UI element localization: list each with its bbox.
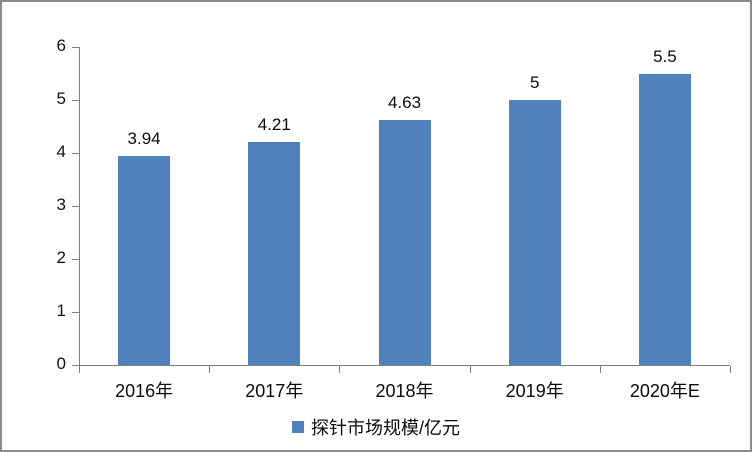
y-axis-tick (72, 259, 79, 260)
x-axis-label: 2018年 (375, 381, 434, 401)
y-axis-tick (72, 206, 79, 207)
bar-value-label: 5.5 (653, 46, 677, 66)
x-axis-label: 2016年 (115, 381, 174, 401)
legend-marker-icon (291, 421, 304, 433)
y-axis-tick-label: 6 (56, 36, 66, 56)
y-axis-tick (72, 365, 79, 366)
y-axis-tick-label: 5 (56, 89, 66, 109)
bar-value-label: 4.21 (257, 114, 291, 134)
x-axis-label: 2019年 (505, 381, 564, 401)
bar-value-label: 3.94 (127, 129, 161, 149)
y-axis-tick (72, 47, 79, 48)
y-axis-tick (72, 153, 79, 154)
x-axis-label: 2017年 (245, 381, 304, 401)
y-axis-line (79, 47, 80, 372)
y-axis-tick-label: 1 (56, 301, 66, 321)
x-axis-tick (469, 366, 471, 373)
bar (508, 100, 561, 365)
plot-area: 0 1 2 3 4 5 6 3.94 2016年 4.21 2017年 4.63 2018年 5 2019年… (57, 36, 731, 401)
y-axis-tick-label: 0 (56, 354, 66, 374)
y-axis-tick (72, 312, 79, 313)
bar (118, 156, 171, 365)
legend: 探针市场规模/亿元 (2, 414, 750, 440)
bar (638, 73, 691, 365)
x-axis-tick (730, 366, 731, 373)
y-axis-tick (72, 100, 79, 101)
x-axis-tick (79, 366, 80, 373)
legend-label: 探针市场规模/亿元 (310, 418, 460, 438)
y-axis-tick-label: 3 (56, 195, 66, 215)
y-axis-tick-label: 4 (56, 142, 66, 162)
x-axis-tick (339, 366, 341, 373)
bar-value-label: 4.63 (387, 92, 422, 112)
y-axis-tick-label: 2 (56, 248, 66, 268)
bar-value-label: 5 (529, 73, 540, 92)
x-axis-label: 2020年E (629, 381, 700, 401)
bar (248, 141, 301, 365)
x-axis-line (79, 365, 730, 366)
x-axis-tick (209, 366, 211, 373)
x-axis-tick (599, 366, 601, 373)
bar (378, 119, 431, 365)
